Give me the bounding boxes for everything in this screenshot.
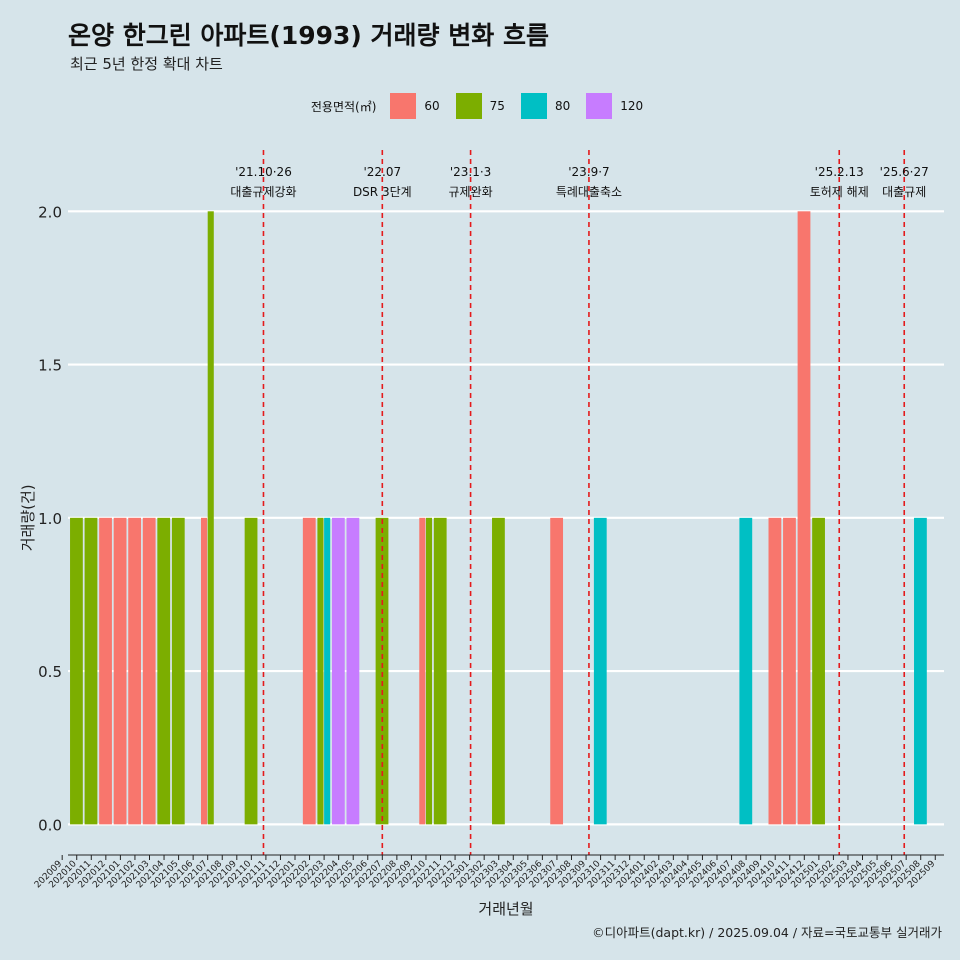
- legend-label-60: 60: [424, 99, 440, 113]
- x-axis-title: 거래년월: [478, 900, 533, 918]
- legend-swatch-120: [586, 93, 613, 119]
- bar-60-202412: [797, 211, 811, 825]
- bar-75-202011: [84, 517, 98, 825]
- legend-label-75: 75: [489, 99, 505, 113]
- bar-60-202012: [99, 517, 112, 825]
- bar-75-202010: [70, 517, 83, 825]
- bar-75-202303: [492, 517, 505, 825]
- legend: 전용면적(㎡) 60 75 80 120: [0, 93, 960, 119]
- bar-75-202107: [207, 211, 214, 825]
- bar-60-202307: [550, 517, 564, 825]
- y-tick-label: 1.5: [38, 357, 62, 375]
- bar-60-202102: [128, 517, 142, 825]
- event-desc-label: 토허제 해제: [810, 185, 869, 199]
- bar-80-202203: [324, 517, 331, 825]
- bar-75-202211: [433, 517, 447, 825]
- chart-title: 온양 한그린 아파트(1993) 거래량 변화 흐름: [68, 21, 549, 50]
- y-tick-label: 0.5: [38, 663, 62, 681]
- bar-60-202107: [201, 517, 208, 825]
- y-tick-label: 0.0: [38, 816, 62, 834]
- event-date-label: '23.1·3: [450, 165, 491, 179]
- legend-label-80: 80: [554, 99, 571, 113]
- y-tick-label: 2.0: [38, 203, 62, 221]
- bar-60-202103: [142, 517, 156, 825]
- bar-60-202202: [302, 517, 316, 825]
- event-date-label: '21.10·26: [235, 165, 292, 179]
- bar-120-202204: [331, 517, 345, 825]
- event-date-label: '25.6·27: [880, 165, 929, 179]
- event-desc-label: 대출규제: [882, 185, 926, 199]
- y-tick-label: 1.0: [38, 510, 62, 528]
- chart-subtitle: 최근 5년 한정 확대 차트: [70, 55, 223, 73]
- bar-60-202410: [768, 517, 782, 825]
- bar-60-202210: [419, 517, 426, 825]
- event-date-label: '23.9·7: [568, 165, 609, 179]
- bar-75-202501: [812, 517, 825, 825]
- bar-75-202104: [157, 517, 171, 825]
- event-desc-label: 대출규제강화: [230, 185, 296, 199]
- legend-item-80: 80: [520, 93, 571, 119]
- event-desc-label: 특례대출축소: [556, 185, 622, 199]
- legend-title: 전용면적(㎡): [310, 99, 377, 114]
- bar-60-202101: [113, 517, 127, 825]
- event-desc-label: DSR 3단계: [353, 185, 412, 199]
- bar-75-202207: [375, 517, 389, 825]
- event-date-label: '22.07: [363, 165, 401, 179]
- event-date-label: '25.2.13: [815, 165, 864, 179]
- legend-item-60: 60: [390, 93, 440, 119]
- legend-swatch-75: [455, 93, 482, 119]
- bar-80-202310: [593, 517, 607, 825]
- bar-75-202105: [171, 517, 185, 825]
- legend-label-120: 120: [620, 99, 644, 113]
- bar-75-202203: [317, 517, 324, 825]
- legend-item-75: 75: [455, 93, 505, 119]
- bar-120-202205: [346, 517, 360, 825]
- bar-80-202508: [914, 517, 927, 825]
- bar-80-202408: [739, 517, 753, 825]
- event-desc-label: 규제완화: [449, 185, 493, 199]
- bar-75-202210: [425, 517, 433, 825]
- legend-item-120: 120: [586, 93, 643, 119]
- legend-swatch-80: [520, 93, 547, 119]
- bar-75-202110: [244, 517, 258, 825]
- bar-60-202411: [783, 517, 796, 825]
- y-axis-title: 거래량(건): [19, 484, 37, 551]
- source-caption: ©디아파트(dapt.kr) / 2025.09.04 / 자료=국토교통부 실…: [592, 925, 942, 940]
- legend-swatch-60: [390, 93, 417, 119]
